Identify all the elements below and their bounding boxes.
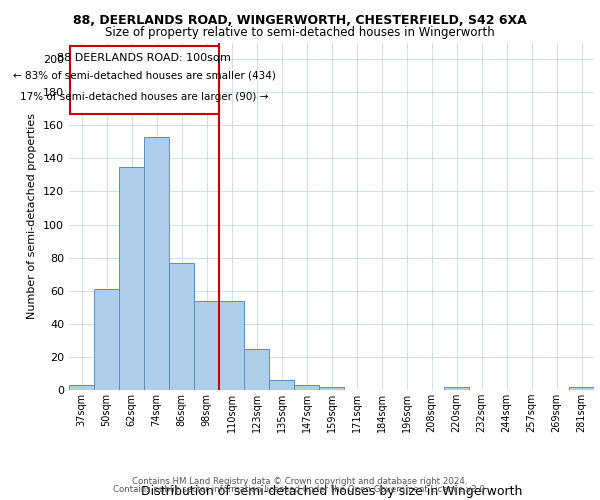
Bar — [94, 289, 119, 390]
Text: 17% of semi-detached houses are larger (90) →: 17% of semi-detached houses are larger (… — [20, 92, 268, 102]
Text: Size of property relative to semi-detached houses in Wingerworth: Size of property relative to semi-detach… — [105, 26, 495, 39]
Bar — [244, 348, 269, 390]
Y-axis label: Number of semi-detached properties: Number of semi-detached properties — [28, 114, 37, 320]
Text: 88, DEERLANDS ROAD, WINGERWORTH, CHESTERFIELD, S42 6XA: 88, DEERLANDS ROAD, WINGERWORTH, CHESTER… — [73, 14, 527, 27]
Bar — [69, 385, 94, 390]
Bar — [569, 386, 594, 390]
Bar — [194, 300, 219, 390]
Bar — [319, 386, 344, 390]
Bar — [144, 137, 169, 390]
Text: ← 83% of semi-detached houses are smaller (434): ← 83% of semi-detached houses are smalle… — [13, 70, 275, 81]
Bar — [294, 385, 319, 390]
Bar — [219, 300, 244, 390]
Bar — [444, 386, 469, 390]
X-axis label: Distribution of semi-detached houses by size in Wingerworth: Distribution of semi-detached houses by … — [141, 485, 522, 498]
Bar — [70, 46, 219, 114]
Text: Contains HM Land Registry data © Crown copyright and database right 2024.: Contains HM Land Registry data © Crown c… — [132, 477, 468, 486]
Bar — [269, 380, 294, 390]
Text: Contains public sector information licensed under the Open Government Licence v3: Contains public sector information licen… — [113, 485, 487, 494]
Bar — [169, 262, 194, 390]
Text: 88 DEERLANDS ROAD: 100sqm: 88 DEERLANDS ROAD: 100sqm — [58, 52, 231, 62]
Bar — [119, 166, 144, 390]
